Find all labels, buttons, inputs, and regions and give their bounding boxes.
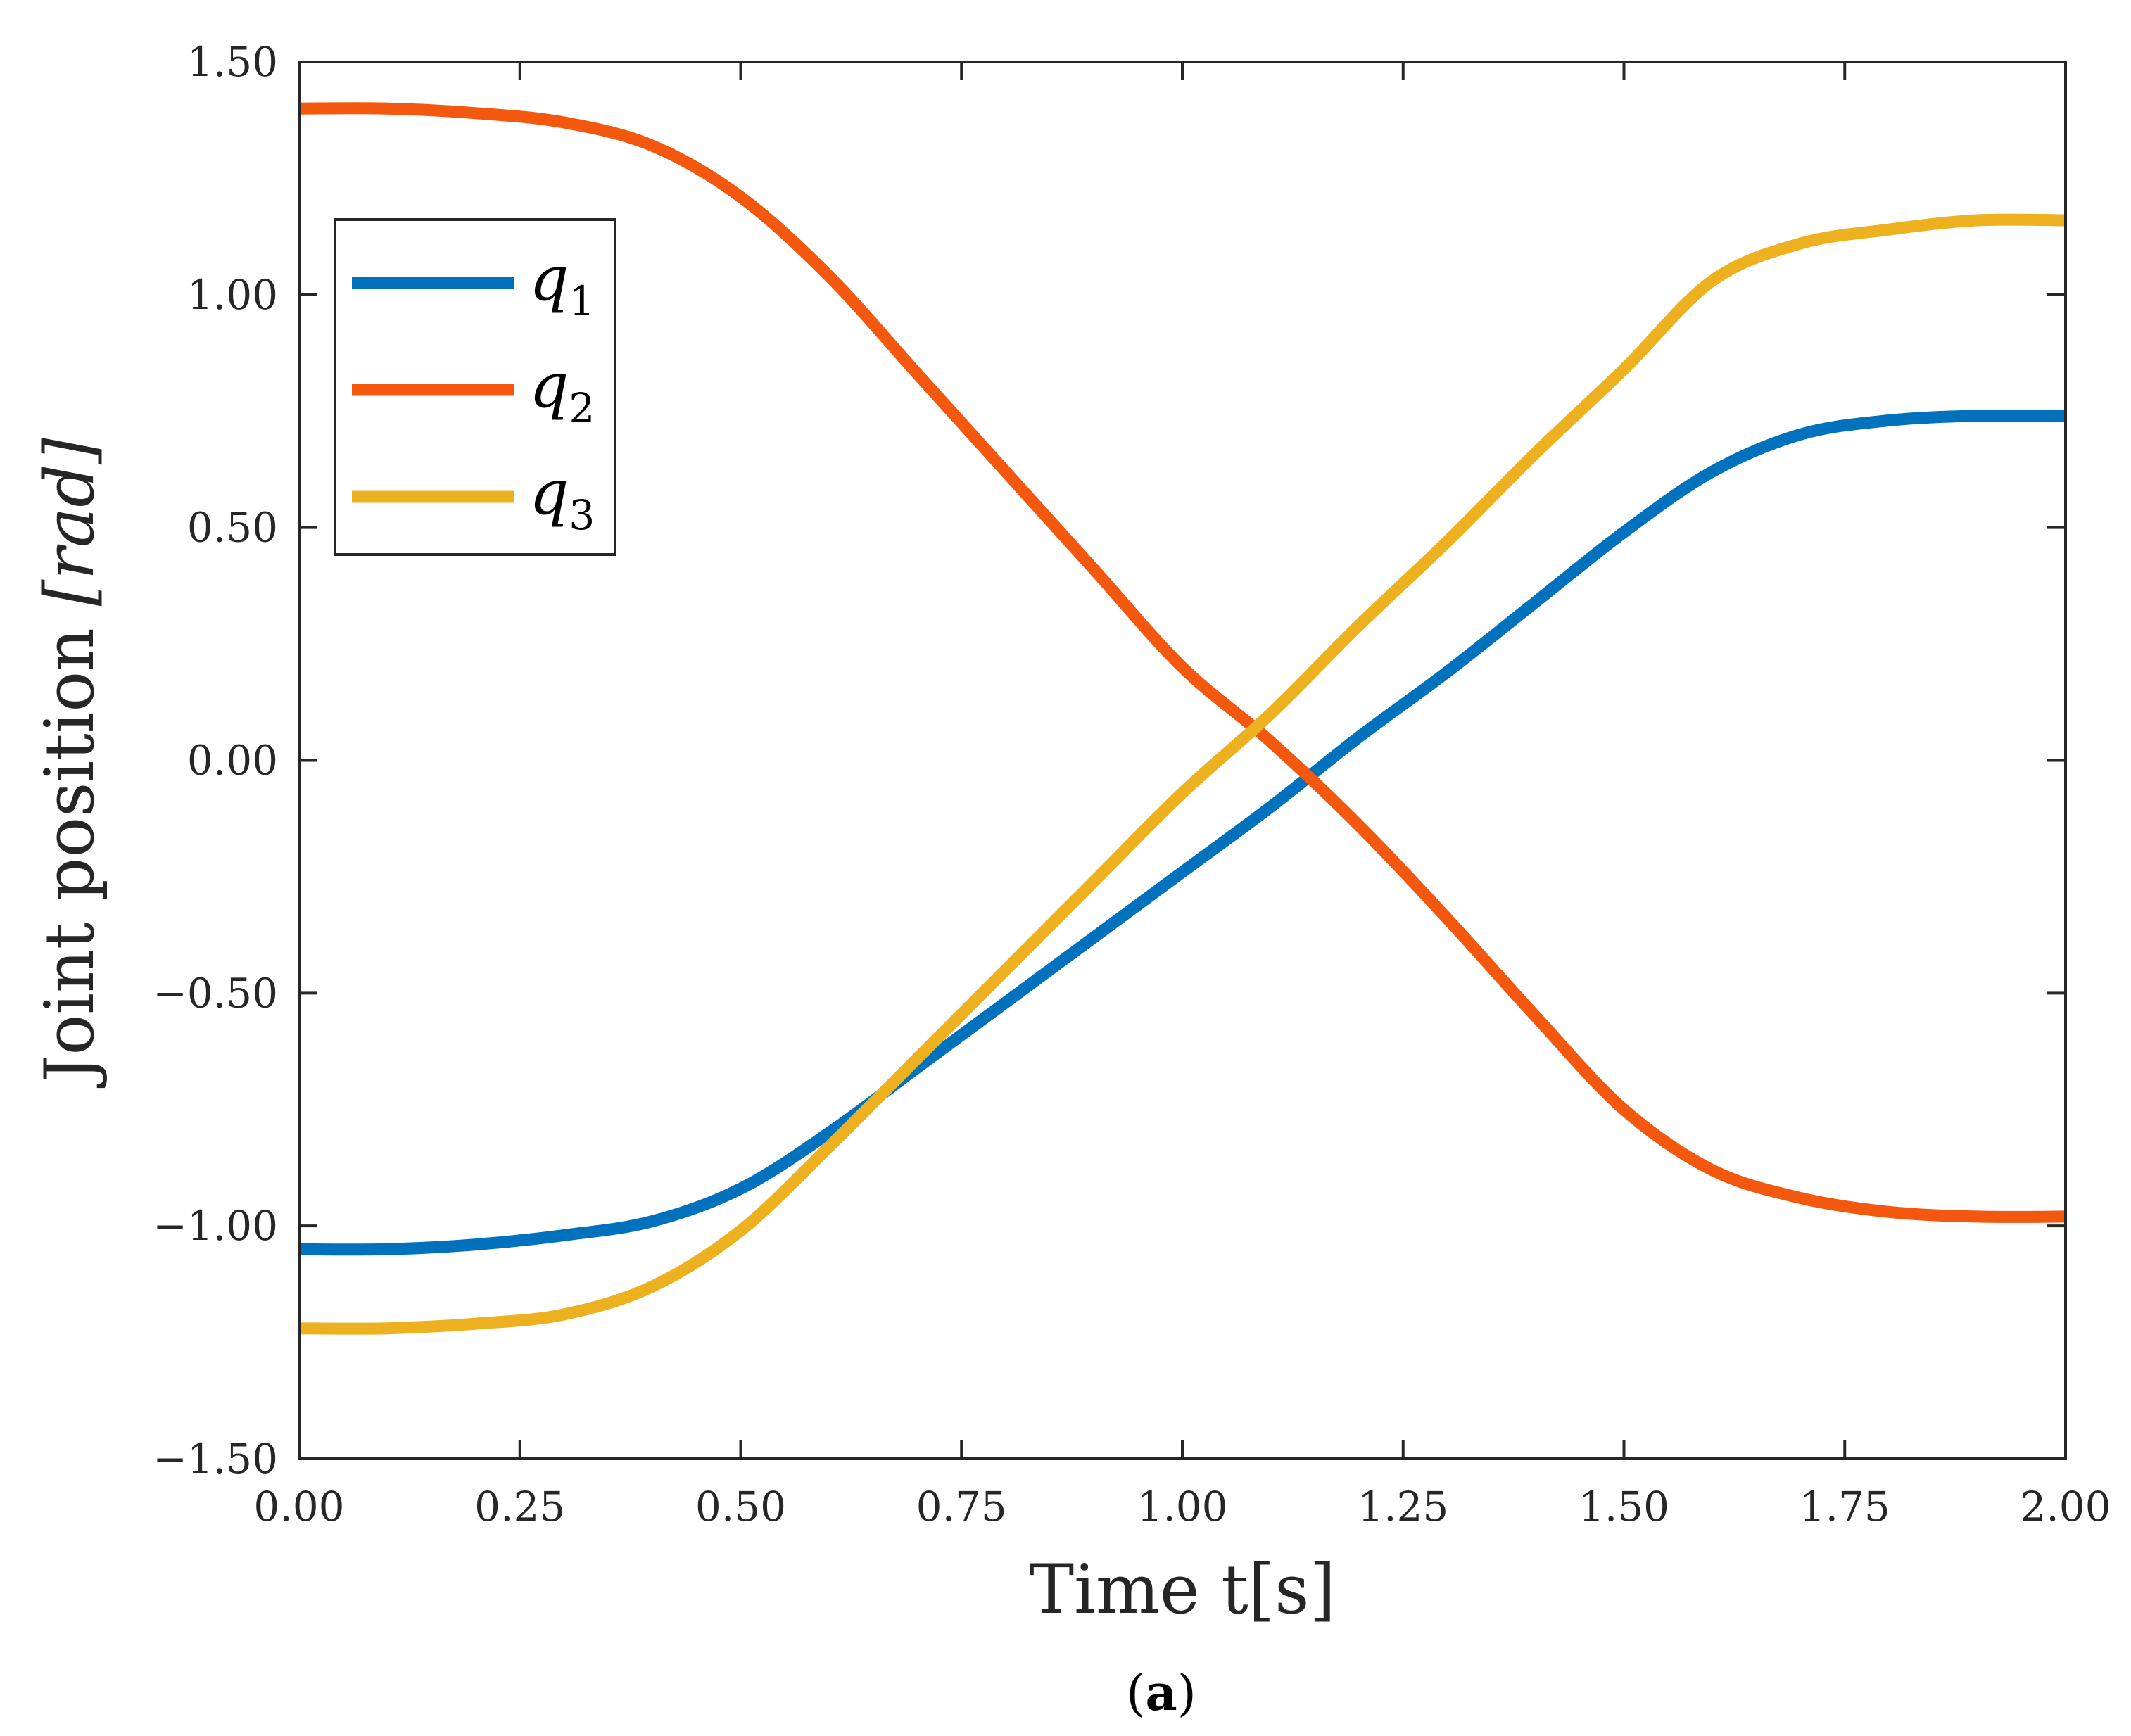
legend-label-q1: q1: [529, 242, 595, 325]
y-axis-label-unit: [rad]: [30, 437, 109, 606]
x-tick-label: 2.00: [2020, 1483, 2111, 1531]
x-tick-label: 0.00: [253, 1483, 344, 1531]
y-tick-label: 1.50: [187, 38, 278, 86]
x-tick-label: 1.25: [1358, 1483, 1448, 1531]
x-axis-label: Time t[s]: [1029, 1550, 1336, 1629]
y-axis-label-text: Joint position: [30, 606, 109, 1089]
y-tick-label: −1.50: [153, 1435, 278, 1483]
x-tick-label: 1.50: [1579, 1483, 1669, 1531]
x-tick-label: 0.75: [916, 1483, 1007, 1531]
y-tick-label: −1.00: [153, 1202, 278, 1250]
legend-label-base: q: [529, 349, 569, 422]
y-tick-label: 0.00: [187, 737, 278, 785]
legend-label-q2: q2: [529, 349, 595, 432]
y-tick-label: 0.50: [187, 504, 278, 552]
y-axis-ticks: −1.50 −1.00 −0.50 0.00 0.50 1.00 1.50: [153, 38, 2066, 1483]
caption-open: (: [1126, 1664, 1145, 1722]
y-axis-label: Joint position [rad]: [30, 437, 109, 1089]
legend-label-base: q: [529, 456, 569, 528]
series-lines: [298, 102, 2066, 1335]
legend-label-subscript: 2: [569, 384, 595, 432]
series-line-q1: [298, 409, 2066, 1256]
figure-caption: (a): [1126, 1664, 1196, 1722]
legend-label-base: q: [529, 242, 569, 315]
x-tick-label: 1.00: [1137, 1483, 1227, 1531]
legend-label-subscript: 1: [569, 277, 595, 325]
series-line-q3: [298, 213, 2066, 1335]
x-tick-label: 1.75: [1800, 1483, 1890, 1531]
caption-close: ): [1177, 1664, 1196, 1722]
legend-label-subscript: 3: [569, 491, 595, 539]
x-axis-ticks: 0.00 0.25 0.50 0.75 1.00 1.25 1.50 1.75 2.00: [253, 62, 2111, 1531]
x-tick-label: 0.25: [474, 1483, 565, 1531]
y-tick-label: −0.50: [153, 969, 278, 1017]
y-tick-label: 1.00: [187, 271, 278, 319]
caption-letter: a: [1145, 1664, 1177, 1722]
x-tick-label: 0.50: [695, 1483, 786, 1531]
plot-frame: [298, 61, 2067, 1460]
legend-label-q3: q3: [529, 456, 595, 539]
series-line-q2: [298, 102, 2066, 1223]
